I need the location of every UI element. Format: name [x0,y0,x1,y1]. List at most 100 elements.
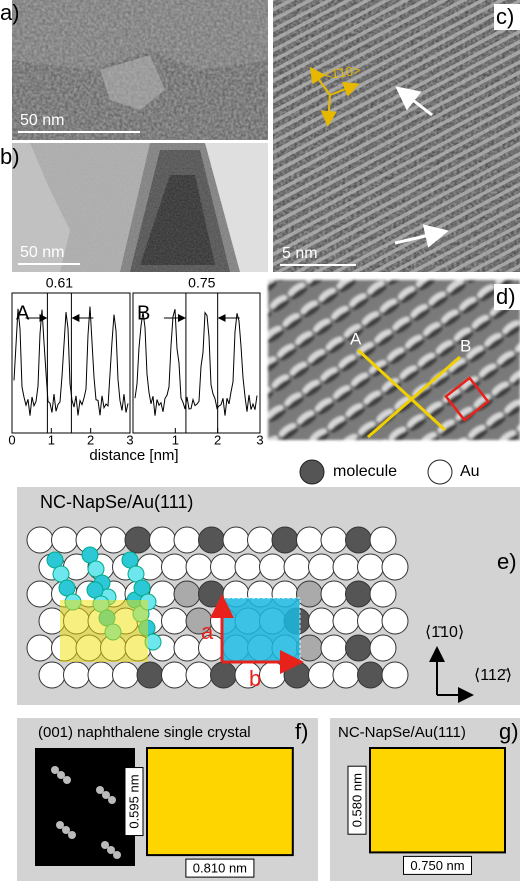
au-atom [260,554,286,580]
scale-label: 50 nm [20,244,64,261]
unit-cell [222,598,300,662]
vector-label: b [249,666,261,691]
au-atom [333,662,359,688]
panel-g: NC-NapSe/Au(111) g) 0.750 nm0.580 nm [330,718,520,881]
vector-label: a [201,619,214,644]
legend-swatch [300,460,324,484]
line-label: B [460,336,471,355]
au-atom [370,581,396,607]
scale-label: 5 nm [282,245,318,262]
spacing-label: 0.75 [188,275,215,291]
au-atom [297,581,323,607]
au-atom [27,581,53,607]
au-atom [162,554,188,580]
lattice-box [370,748,505,852]
au-atom [321,581,347,607]
panel-label: d) [496,284,516,309]
au-atom [260,662,286,688]
molecule [137,662,163,688]
lattice-box [147,748,293,855]
panel-c: <1̄10> c) 5 nm [273,0,520,272]
molecule [346,527,372,553]
height-label: 0.595 nm [126,774,141,828]
au-atom [297,527,323,553]
au-atom [223,527,249,553]
figure: a) 50 nm b) 50 nm <1̄10> c) 5 nm A B [0,0,520,881]
panel-d: A B d) [268,280,520,440]
molecule-cell [60,600,148,662]
molecule [284,662,310,688]
panel-title: NC-NapSe/Au(111) [338,724,466,741]
au-atom [248,527,274,553]
panel-label: b) [0,144,20,169]
au-atom [358,608,384,634]
au-atom [309,554,335,580]
crystal-image [35,748,135,866]
panel-f: (001) naphthalene single crystal f) 0.81… [17,718,318,881]
panel-label: e) [497,549,517,574]
molecule [346,635,372,661]
au-atom [382,662,408,688]
axis-label: ⟨112̄⟩ [474,667,512,684]
panel-a: a) 50 nm [0,0,268,140]
profile-trace [135,309,257,416]
au-atom [333,554,359,580]
panel-label: a) [0,0,20,25]
au-atom [309,608,335,634]
au-atom [88,662,114,688]
legend-label: molecule [333,463,397,480]
line-label: A [350,329,362,348]
au-atom [370,635,396,661]
au-atom [309,662,335,688]
x-tick-label: 2 [214,432,221,447]
scale-label: 50 nm [20,112,64,129]
x-tick-label: 3 [126,432,133,447]
x-tick-label: 1 [48,432,55,447]
molecule [199,527,225,553]
molecule [125,527,151,553]
au-atom [174,635,200,661]
au-atom [174,581,200,607]
au-atom [150,527,176,553]
au-atom [382,608,408,634]
molecule [211,662,237,688]
panel-title: NC-NapSe/Au(111) [40,492,193,512]
texture [273,0,520,272]
au-atom [64,662,90,688]
spacing-label: 0.61 [46,275,73,291]
molecule [346,581,372,607]
panel-label: g) [499,719,519,744]
x-tick-label: 3 [256,432,263,447]
axis-label: ⟨1̄10⟩ [425,624,464,641]
au-atom [162,608,188,634]
au-atom [333,608,359,634]
x-tick-label: 0 [8,432,15,447]
au-atom [358,554,384,580]
plot-frame [133,293,260,433]
width-label: 0.810 nm [193,861,247,876]
legend-swatch [428,460,452,484]
panel-label: c) [496,4,514,29]
au-atom [370,527,396,553]
au-atom [321,635,347,661]
au-atom [113,662,139,688]
au-atom [382,554,408,580]
au-atom [162,662,188,688]
panel-label: f) [295,719,308,744]
legend: molecule Au [300,460,480,484]
legend-label: Au [460,463,480,480]
panel-title: (001) naphthalene single crystal [38,724,251,741]
au-atom [186,662,212,688]
x-axis-title: distance [nm] [89,447,178,464]
au-atom [101,527,127,553]
au-atom [39,662,65,688]
au-atom [321,527,347,553]
panel-b: b) 50 nm [0,143,268,272]
au-atom [211,554,237,580]
panel-e: NC-NapSe/Au(111) e) a b ⟨1̄10⟩ ⟨112̄⟩ [17,487,520,705]
height-label: 0.580 nm [349,773,364,827]
au-atom [52,527,78,553]
molecule [272,527,298,553]
au-atom [284,554,310,580]
